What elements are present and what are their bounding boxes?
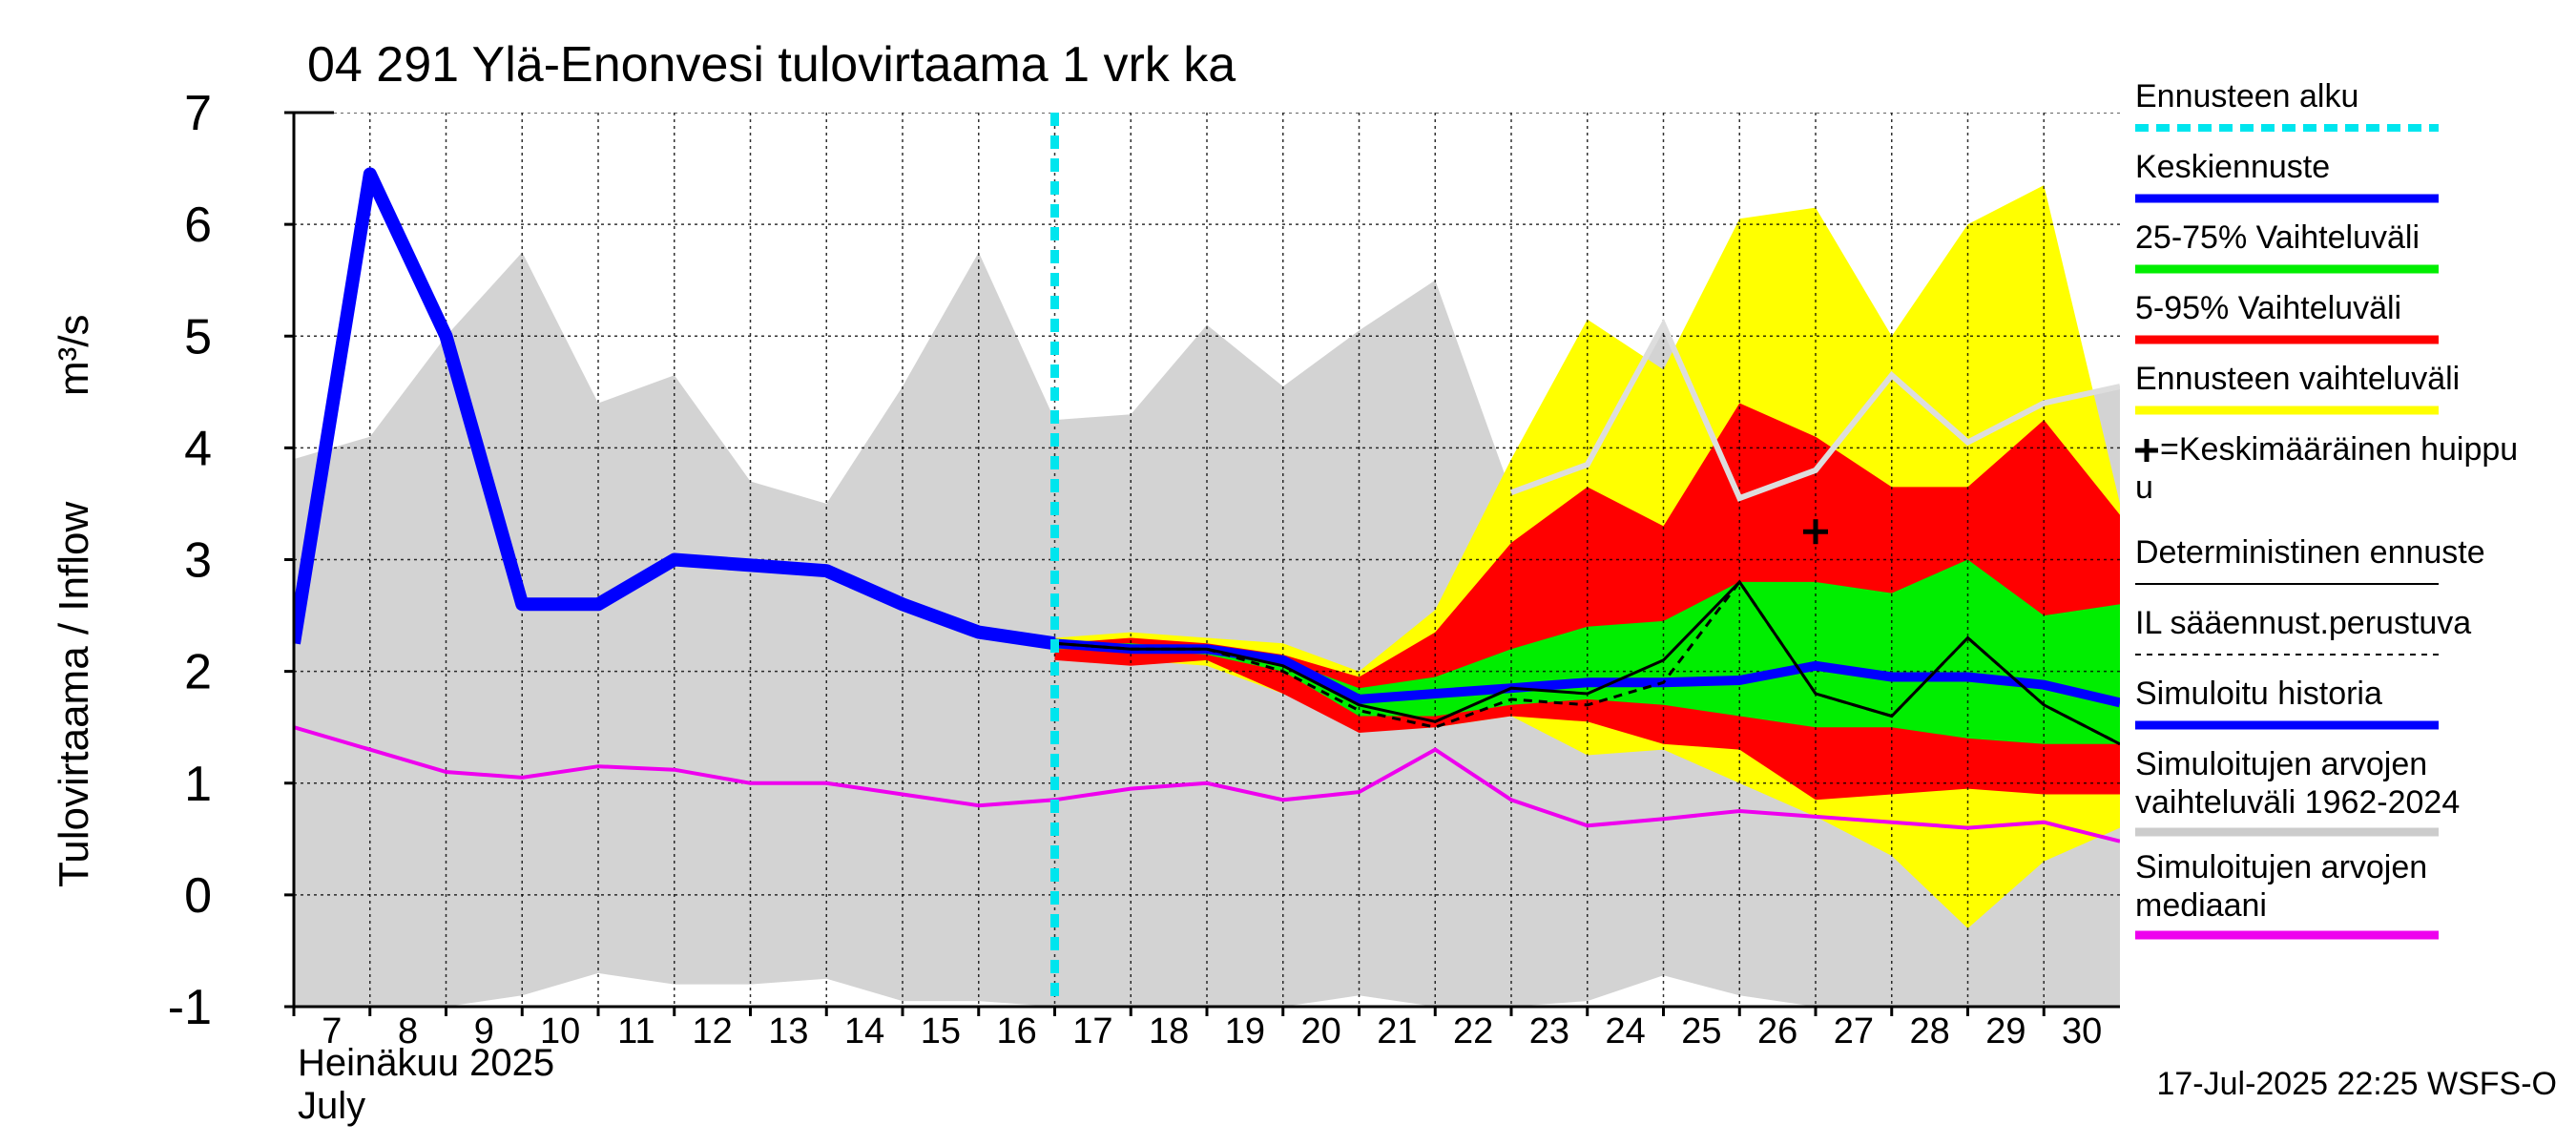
y-tick-label: 1 bbox=[184, 757, 212, 812]
x-tick-label: 12 bbox=[692, 1011, 732, 1051]
x-tick-label: 19 bbox=[1225, 1011, 1265, 1051]
legend: Ennusteen alku Keskiennuste 25-75% Vaihtel… bbox=[2135, 78, 2518, 940]
y-tick-label: 4 bbox=[184, 421, 212, 476]
x-tick-label: 9 bbox=[474, 1011, 494, 1051]
legend-label: 25-75% Vaihteluväli bbox=[2135, 219, 2420, 256]
month-label-en: July bbox=[298, 1085, 365, 1127]
x-tick-label: 21 bbox=[1377, 1011, 1417, 1051]
x-tick-label: 29 bbox=[1985, 1011, 2025, 1051]
legend-label: Keskiennuste bbox=[2135, 149, 2330, 185]
y-axis-label: Tulovirtaama / Inflow bbox=[51, 501, 97, 887]
plot-area bbox=[292, 111, 2120, 1009]
legend-label: Simuloitujen arvojen bbox=[2135, 746, 2427, 782]
legend-label: IL sääennust.perustuva bbox=[2135, 605, 2471, 641]
y-tick-label: 2 bbox=[184, 645, 212, 700]
x-tick-label: 26 bbox=[1757, 1011, 1797, 1051]
footer-timestamp: 17-Jul-2025 22:25 WSFS-O bbox=[2156, 1066, 2557, 1102]
x-tick-label: 15 bbox=[921, 1011, 961, 1051]
legend-label: =Keskimääräinen huippu bbox=[2160, 431, 2518, 468]
sim-max-line bbox=[1509, 318, 2120, 502]
legend-label: Ennusteen alku bbox=[2135, 78, 2358, 114]
x-tick-label: 10 bbox=[540, 1011, 580, 1051]
legend-label: Ennusteen vaihteluväli bbox=[2135, 361, 2460, 397]
x-tick-label: 28 bbox=[1909, 1011, 1949, 1051]
legend-label: Deterministinen ennuste bbox=[2135, 534, 2485, 571]
legend-label: Simuloitu historia bbox=[2135, 676, 2382, 712]
x-tick-label: 30 bbox=[2062, 1011, 2102, 1051]
band-25-75 bbox=[1054, 559, 2120, 744]
deterministic-line bbox=[1054, 579, 2120, 746]
y-tick-label: 6 bbox=[184, 198, 212, 253]
legend-label-line2: u bbox=[2135, 469, 2153, 506]
y-tick-label: 7 bbox=[184, 86, 212, 141]
y-axis-unit: m³/s bbox=[51, 314, 97, 396]
simulated-history-line bbox=[294, 167, 1056, 651]
legend-label-line2: vaihteluväli 1962-2024 bbox=[2135, 784, 2460, 821]
x-tick-label: 22 bbox=[1453, 1011, 1493, 1051]
x-tick-label: 18 bbox=[1149, 1011, 1189, 1051]
y-tick-label: 0 bbox=[184, 868, 212, 924]
chart-title: 04 291 Ylä-Enonvesi tulovirtaama 1 vrk k… bbox=[307, 37, 1236, 93]
plot-content bbox=[294, 113, 2120, 1007]
x-tick-label: 27 bbox=[1834, 1011, 1874, 1051]
y-tick-label: 5 bbox=[184, 309, 212, 364]
y-tick-labels: -1 0 1 2 3 4 5 6 7 bbox=[168, 86, 294, 1035]
x-tick-label: 13 bbox=[768, 1011, 808, 1051]
x-tick-label: 11 bbox=[617, 1011, 654, 1051]
legend-label: Simuloitujen arvojen bbox=[2135, 849, 2427, 885]
x-tick-label: 14 bbox=[844, 1011, 884, 1051]
x-tick-label: 25 bbox=[1681, 1011, 1721, 1051]
median-forecast-line bbox=[1054, 638, 2120, 708]
x-tick-label: 24 bbox=[1605, 1011, 1645, 1051]
x-tick-label: 17 bbox=[1072, 1011, 1112, 1051]
sim-median-line bbox=[294, 725, 2120, 843]
x-tick-label: 20 bbox=[1300, 1011, 1340, 1051]
month-label-fi: Heinäkuu 2025 bbox=[298, 1042, 554, 1084]
x-tick-label: 16 bbox=[996, 1011, 1036, 1051]
y-tick-label: -1 bbox=[168, 980, 212, 1035]
y-tick-label: 3 bbox=[184, 533, 212, 589]
x-tick-labels: 7 8 9 10 11 12 13 14 15 16 17 18 19 20 21 22 23 24 25 26 27 2… bbox=[292, 1007, 2102, 1051]
legend-label: 5-95% Vaihteluväli bbox=[2135, 290, 2401, 326]
x-tick-label: 8 bbox=[398, 1011, 418, 1051]
x-tick-label: 7 bbox=[322, 1011, 342, 1051]
x-tick-label: 23 bbox=[1529, 1011, 1569, 1051]
legend-label-line2: mediaani bbox=[2135, 887, 2267, 924]
